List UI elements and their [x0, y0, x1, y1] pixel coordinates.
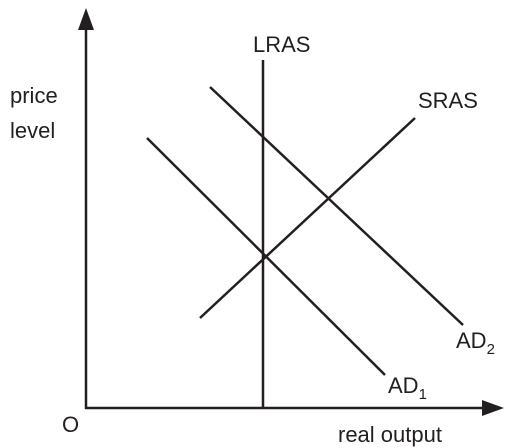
- curve-label-subscript: 2: [487, 341, 495, 358]
- y-axis-label: level: [10, 118, 55, 143]
- curve-label-main: AD: [456, 328, 487, 353]
- ad1-line: [146, 137, 386, 376]
- curve-label-main: AD: [388, 373, 419, 398]
- y-axis-arrow: [78, 8, 94, 30]
- y-axis-label: price: [10, 83, 58, 108]
- x-axis-arrow: [482, 400, 504, 416]
- curve-label: LRAS: [253, 32, 310, 57]
- sras-line: [199, 117, 416, 319]
- ad2-line: [209, 86, 464, 326]
- curve-label: AD1: [388, 373, 427, 403]
- curve-label: SRAS: [418, 88, 478, 113]
- x-axis-label: real output: [338, 422, 442, 447]
- origin-label: O: [62, 412, 79, 437]
- curve-label: AD2: [456, 328, 495, 358]
- curve-label-subscript: 1: [419, 386, 427, 403]
